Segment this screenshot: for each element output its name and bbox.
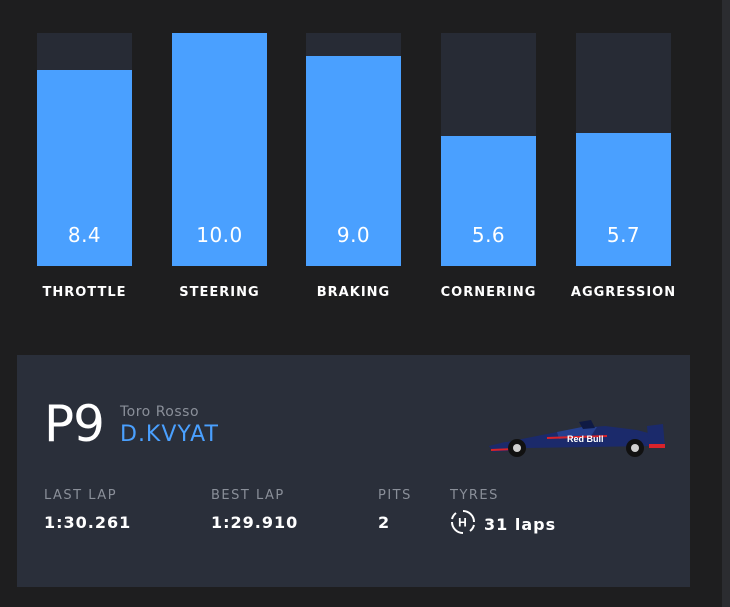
bar-label: CORNERING [440, 285, 537, 300]
bar-braking: 9.0 BRAKING [306, 33, 401, 300]
bar-steering: 10.0 STEERING [172, 33, 267, 300]
tyre-laps: 31 laps [484, 514, 557, 534]
bar-track: 8.4 [37, 33, 132, 266]
bar-label: AGGRESSION [570, 285, 677, 300]
race-car-icon: Red Bull [489, 420, 665, 457]
bar-throttle: 8.4 THROTTLE [37, 33, 132, 300]
stat-label: BEST LAP [211, 488, 285, 503]
car-logo-text: Red Bull [567, 434, 604, 444]
bar-fill [172, 33, 267, 266]
bar-label: THROTTLE [42, 285, 127, 300]
bar-value: 8.4 [67, 223, 102, 247]
race-position: P9 [44, 395, 105, 453]
stat-value: 1:30.261 [44, 513, 132, 532]
driver-name: D.KVYAT [120, 422, 219, 447]
stat-last-lap: LAST LAP 1:30.261 [44, 488, 131, 532]
bar-track: 10.0 [172, 33, 267, 266]
bar-fill [441, 135, 536, 266]
stat-value: H 31 laps [450, 510, 557, 535]
stat-best-lap: BEST LAP 1:29.910 [211, 488, 298, 532]
stat-tyres: TYRES H 31 laps [450, 488, 556, 535]
bar-value: 5.7 [606, 223, 641, 247]
bar-value: 5.6 [471, 223, 506, 247]
driver-card[interactable]: P9 Toro Rosso D.KVYAT Red Bull LAST LAP … [17, 355, 690, 587]
bar-label: STEERING [179, 285, 260, 300]
bar-fill [37, 70, 132, 266]
bar-label: BRAKING [316, 285, 391, 300]
bar-track: 5.7 [576, 33, 671, 266]
tyre-compound-letter: H [458, 516, 468, 530]
stat-value: 1:29.910 [211, 513, 299, 532]
bar-track: 9.0 [306, 33, 401, 266]
driver-style-chart: 8.4 THROTTLE 10.0 STEERING 9.0 BRAKING 5… [37, 33, 675, 300]
stat-pits: PITS 2 [378, 488, 412, 532]
bar-fill [576, 133, 671, 266]
stat-label: TYRES [450, 488, 499, 503]
stat-label: LAST LAP [44, 488, 118, 503]
bar-fill [306, 56, 401, 266]
bar-track: 5.6 [441, 33, 536, 266]
stat-label: PITS [378, 488, 412, 503]
stat-value: 2 [378, 513, 391, 532]
bar-aggression: 5.7 AGGRESSION [571, 33, 675, 300]
bar-value: 9.0 [336, 223, 371, 247]
hard-tyre-icon: H [451, 510, 475, 534]
panel-edge [722, 0, 730, 607]
bar-value: 10.0 [196, 223, 243, 247]
team-name: Toro Rosso [120, 404, 200, 420]
bar-cornering: 5.6 CORNERING [441, 33, 536, 300]
